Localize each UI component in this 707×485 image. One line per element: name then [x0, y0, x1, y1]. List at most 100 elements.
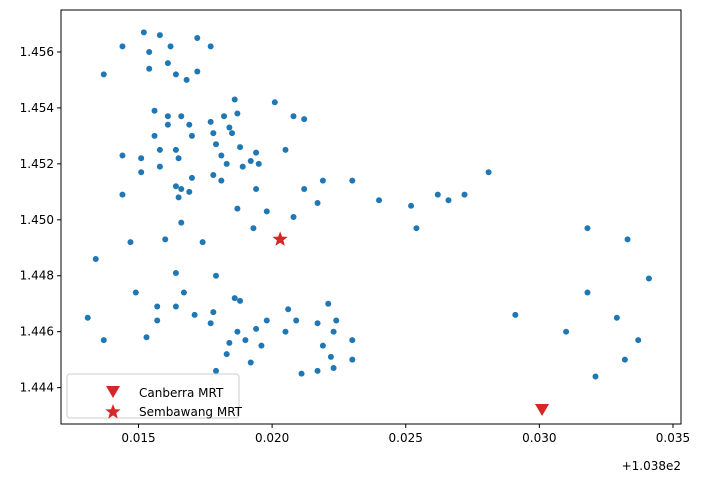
data-point [164, 60, 171, 67]
data-point [319, 342, 326, 349]
x-tick-label: 0.020 [255, 431, 289, 445]
data-point [434, 191, 441, 198]
data-point [175, 155, 182, 162]
data-point [183, 76, 190, 83]
data-point [584, 225, 591, 232]
data-point [237, 297, 244, 304]
data-point [164, 121, 171, 128]
data-point [172, 183, 179, 190]
data-point [127, 239, 134, 246]
data-point [167, 43, 174, 50]
data-point [290, 214, 297, 220]
data-point [213, 272, 219, 279]
data-point [376, 197, 383, 204]
data-point [263, 317, 270, 324]
data-point [213, 141, 219, 148]
data-point [285, 306, 292, 313]
data-point [164, 113, 171, 120]
data-point [229, 130, 236, 137]
data-point [223, 160, 230, 167]
data-point [194, 34, 201, 41]
x-tick-label: 0.035 [656, 431, 690, 445]
data-point [613, 314, 620, 321]
data-point [333, 317, 340, 324]
data-point [151, 132, 158, 139]
data-point [237, 144, 244, 151]
data-point [461, 191, 468, 198]
data-point [172, 71, 179, 78]
data-point [218, 152, 225, 159]
data-point [234, 205, 241, 212]
data-point [445, 197, 452, 204]
data-point [175, 194, 182, 201]
data-point [234, 110, 241, 117]
data-point [231, 96, 238, 103]
data-point [172, 269, 179, 276]
data-point [213, 367, 219, 374]
data-point [178, 219, 185, 226]
y-axis: 1.444 1.446 1.448 1.450 1.452 1.454 1.456 [20, 45, 61, 395]
data-point [408, 202, 415, 209]
y-tick-label: 1.444 [20, 381, 54, 395]
data-point [314, 200, 321, 207]
legend-marker-star-icon [105, 404, 121, 419]
x-tick-label: 0.030 [522, 431, 556, 445]
data-point [223, 351, 230, 358]
x-tick-label: 0.015 [121, 431, 155, 445]
data-point [172, 303, 179, 310]
data-point [314, 367, 321, 374]
data-point [218, 177, 225, 184]
data-point [226, 124, 233, 131]
y-tick-label: 1.454 [20, 101, 54, 115]
data-point [271, 99, 278, 106]
x-offset-label: +1.038e2 [622, 459, 681, 473]
data-point [239, 163, 246, 170]
data-point [282, 146, 289, 153]
data-point [301, 186, 308, 193]
data-point [253, 186, 260, 193]
data-point [250, 225, 257, 232]
data-point [226, 339, 233, 346]
data-point [151, 107, 158, 114]
legend-label-canberra: Canberra MRT [139, 386, 224, 400]
data-point [330, 328, 337, 335]
y-tick-label: 1.452 [20, 157, 54, 171]
data-point [154, 303, 161, 310]
y-tick-label: 1.456 [20, 45, 54, 59]
data-point [199, 239, 206, 246]
data-point [138, 155, 145, 162]
data-point [349, 177, 356, 184]
data-point [138, 169, 145, 176]
data-point [319, 177, 326, 184]
data-point [146, 65, 153, 72]
data-point [119, 43, 126, 50]
data-point [645, 275, 652, 282]
data-point [413, 225, 420, 232]
data-point [188, 132, 195, 139]
data-point [512, 311, 519, 318]
data-point [258, 342, 265, 349]
y-tick-label: 1.448 [20, 269, 54, 283]
data-point [221, 113, 228, 120]
data-point [92, 255, 99, 262]
data-point [621, 356, 628, 363]
data-point [210, 130, 217, 137]
data-point [210, 172, 217, 179]
data-point [255, 160, 262, 167]
data-point [100, 71, 107, 78]
data-point [172, 146, 179, 153]
data-point [207, 118, 214, 125]
canberra-mrt-marker [535, 404, 550, 417]
data-point [242, 337, 249, 344]
data-point [624, 236, 631, 243]
data-point [100, 337, 107, 344]
data-point [143, 334, 150, 341]
data-point [132, 289, 139, 296]
data-point [194, 68, 201, 75]
data-point [584, 289, 591, 296]
data-point [330, 365, 337, 372]
legend-box [66, 373, 240, 419]
data-point [180, 289, 187, 296]
data-point [293, 317, 300, 324]
